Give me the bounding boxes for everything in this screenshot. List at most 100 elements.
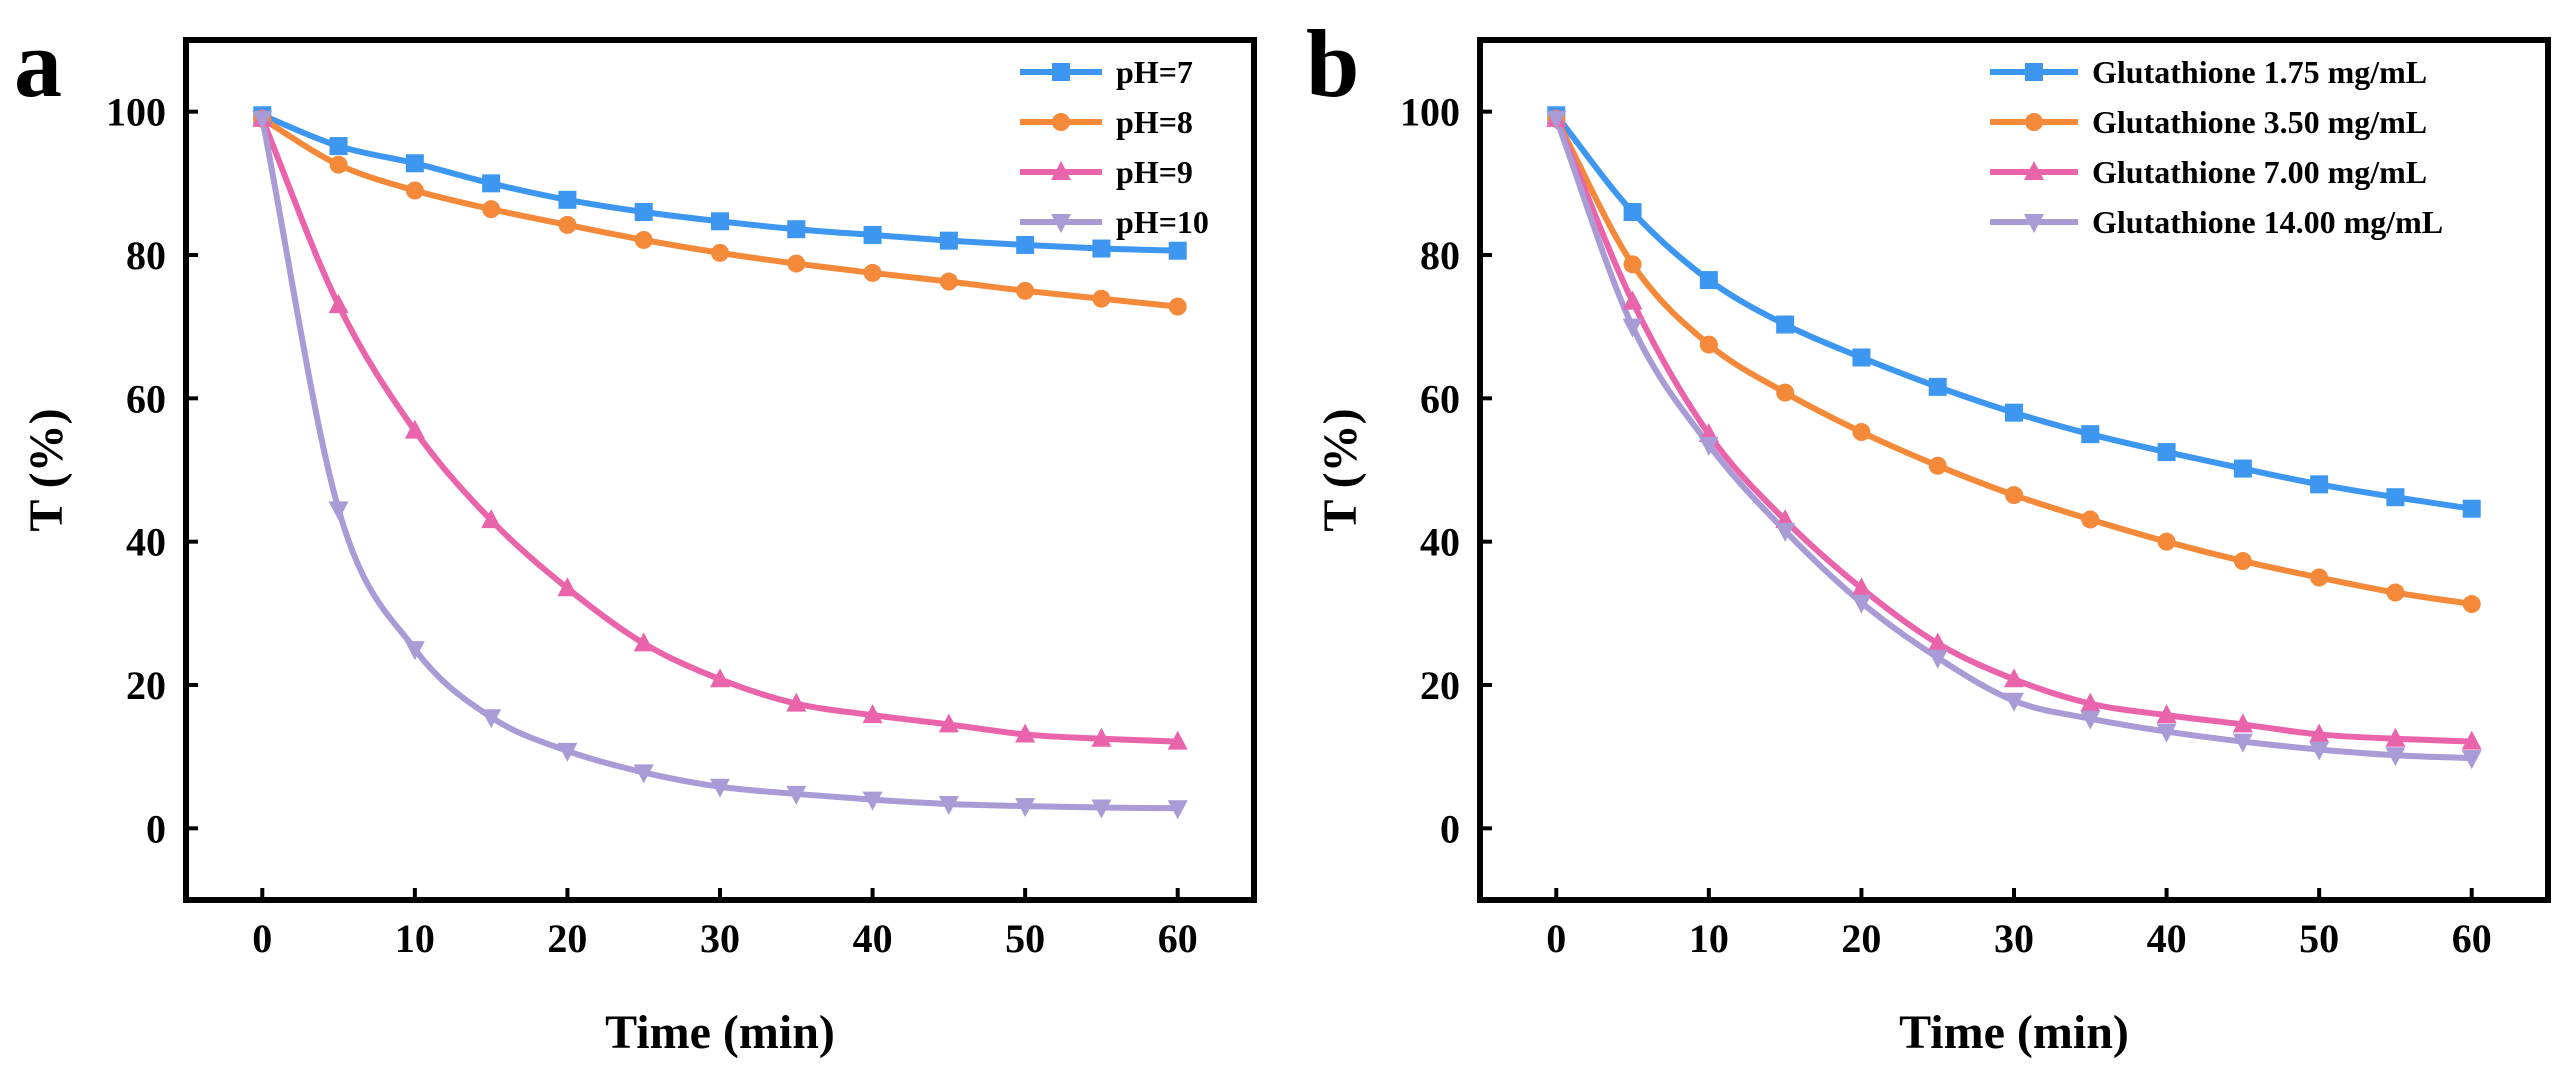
data-point — [633, 764, 654, 784]
data-point — [1091, 799, 1112, 819]
legend-marker — [1051, 214, 1071, 233]
y-tick-label: 20 — [126, 663, 166, 708]
y-tick-label: 100 — [1400, 90, 1460, 135]
y-tick-label: 60 — [126, 376, 166, 421]
legend-marker — [2024, 161, 2044, 180]
series-line-1 — [259, 112, 1181, 254]
data-point — [711, 243, 729, 262]
data-point — [2233, 459, 2252, 478]
legend-marker — [2024, 214, 2044, 233]
data-point — [2385, 747, 2406, 767]
series-line-4 — [1553, 115, 2475, 762]
data-point — [787, 220, 806, 239]
data-point — [329, 155, 348, 174]
y-tick-label: 0 — [1440, 806, 1460, 851]
data-point — [1851, 577, 1872, 597]
data-point — [1623, 203, 1642, 221]
y-tick-label: 80 — [126, 233, 166, 278]
data-point — [939, 272, 958, 291]
data-point — [2156, 704, 2177, 724]
data-point — [938, 713, 959, 733]
data-point — [710, 668, 730, 688]
y-tick-label: 80 — [1420, 233, 1460, 278]
data-point — [863, 263, 882, 282]
data-point — [1546, 110, 1567, 130]
legend-marker — [2025, 63, 2043, 81]
x-tick-label: 40 — [2147, 916, 2187, 961]
x-tick-label: 20 — [547, 916, 587, 961]
data-point — [557, 742, 578, 762]
legend-marker — [1051, 161, 1071, 180]
data-point — [328, 501, 349, 521]
data-point — [2310, 475, 2329, 494]
axis-ticks-a: 0 10 20 30 40 50 60 0 20 40 60 80 100 — [106, 90, 1198, 961]
data-point — [711, 212, 729, 231]
data-point — [252, 110, 273, 130]
legend-label-2: Glutathione 3.50 mg/mL — [2092, 104, 2427, 140]
series-markers-b — [1546, 106, 2482, 770]
data-point — [786, 692, 807, 712]
series-line-2 — [1553, 115, 2475, 608]
data-point — [328, 294, 349, 314]
data-point — [1092, 289, 1111, 308]
x-tick-label: 50 — [1005, 916, 1045, 961]
legend-label-1: pH=7 — [1116, 54, 1193, 90]
data-point — [1851, 594, 1872, 614]
data-point — [2004, 692, 2024, 712]
legend-label-2: pH=8 — [1116, 104, 1193, 140]
data-point — [1623, 255, 1642, 274]
data-point — [1927, 649, 1948, 669]
series-markers-a — [252, 106, 1188, 820]
data-point — [1016, 281, 1035, 300]
data-point — [2386, 488, 2405, 507]
data-point — [634, 203, 653, 221]
data-point — [482, 174, 501, 193]
data-point — [404, 641, 425, 661]
data-point — [2461, 750, 2482, 770]
data-point — [2461, 730, 2482, 750]
x-tick-label: 60 — [2452, 916, 2492, 961]
x-tick-label: 60 — [1158, 916, 1198, 961]
data-point — [557, 577, 578, 597]
legend-marker — [1052, 63, 1070, 81]
data-point — [786, 785, 807, 805]
legend-marker — [2025, 113, 2043, 131]
series-line-3 — [259, 115, 1181, 745]
data-point — [710, 778, 730, 798]
legend-a: pH=7 pH=8 pH=9 pH=10 — [1020, 54, 1209, 240]
x-tick-label: 10 — [395, 916, 435, 961]
y-tick-label: 100 — [106, 90, 166, 135]
legend-marker — [1052, 113, 1070, 131]
data-point — [405, 154, 424, 173]
data-point — [1016, 235, 1035, 254]
data-point — [1622, 290, 1643, 310]
data-point — [1928, 377, 1947, 396]
series-line-3 — [1553, 115, 2475, 745]
panel-label-b: b — [1306, 10, 1359, 117]
data-point — [481, 509, 502, 529]
data-point — [863, 225, 882, 244]
x-tick-label: 40 — [853, 916, 893, 961]
data-point — [1699, 271, 1718, 290]
x-tick-label: 0 — [1546, 916, 1566, 961]
data-point — [633, 632, 654, 652]
data-point — [1167, 730, 1188, 750]
data-point — [2081, 510, 2100, 529]
data-point — [2157, 532, 2176, 551]
data-point — [2232, 733, 2253, 753]
panel-label-a: a — [14, 10, 62, 117]
axis-ticks-b: 0 10 20 30 40 50 60 0 20 40 60 80 100 — [1400, 90, 2492, 961]
data-point — [2309, 741, 2330, 761]
data-point — [404, 419, 425, 439]
data-point — [862, 704, 883, 724]
data-point — [1927, 632, 1948, 652]
y-tick-label: 20 — [1420, 663, 1460, 708]
data-point — [2233, 552, 2252, 571]
y-axis-title-b: T (%) — [1314, 408, 1367, 531]
legend-label-3: pH=9 — [1116, 154, 1193, 190]
x-axis-title-b: Time (min) — [1899, 1006, 2129, 1059]
data-point — [2462, 595, 2481, 614]
data-point — [2310, 568, 2329, 587]
data-point — [2462, 499, 2481, 518]
